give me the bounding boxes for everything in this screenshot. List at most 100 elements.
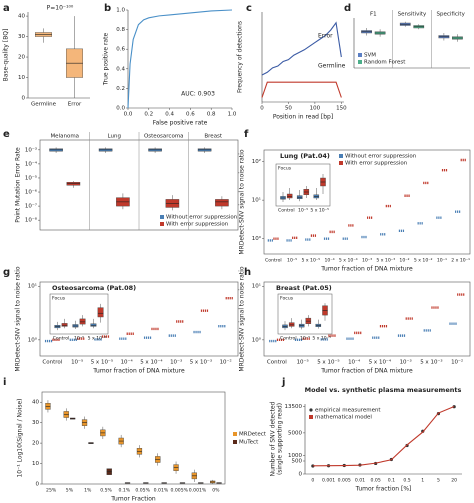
category-header: Lung [108, 134, 121, 140]
y-tick-label: 10⁰ [252, 235, 262, 242]
panel-label: i [3, 377, 6, 388]
x-tick-label: 0.8 [207, 112, 216, 118]
x-tick-label: 0.001 [322, 478, 335, 484]
y-tick-label: 0 [299, 472, 303, 478]
x-tick-label: 10⁻² [451, 359, 463, 366]
category-header: Breast [204, 134, 223, 140]
x-axis-label: Position in read [bp] [273, 114, 333, 121]
y-axis-label: Base-quality [BQ] [3, 29, 10, 82]
legend-label: empirical measurement [315, 408, 381, 414]
y-tick-label: 40 [18, 14, 25, 20]
y-tick-label: 500 [292, 459, 303, 465]
inset-title: Focus [278, 166, 292, 172]
y-axis-label: MRDetect-SNV signal to noise ratio [239, 149, 246, 254]
x-tick-label: 10⁻⁴ [348, 359, 361, 366]
legend-swatch [160, 222, 164, 226]
y-tick-label: 10⁰ [252, 336, 262, 343]
panel-label: d [344, 3, 351, 14]
x-tick-label: 10⁻⁵ [297, 359, 309, 366]
box [79, 318, 86, 325]
plot-frame [41, 391, 226, 485]
x-tick-label: 0.005 [338, 478, 351, 484]
y-tick-label: 30 [32, 420, 39, 426]
legend-swatch [339, 154, 343, 158]
legend-swatch [339, 161, 343, 165]
x-tick-label: 5 x 10⁻⁵ [91, 359, 113, 366]
x-tick-label: 0.001% [189, 488, 207, 494]
plot-frame [39, 281, 239, 357]
y-tick-label: 10⁻⁸ [25, 217, 38, 224]
y-tick-label: 10⁰ [28, 336, 38, 343]
x-tick-label: 5% [66, 488, 74, 494]
panel-label: e [3, 129, 10, 140]
x-tick-label: 0.2 [144, 112, 153, 118]
y-tick-label: 1000 [288, 453, 302, 459]
x-tick-label: 5 x 10⁻² [414, 258, 433, 264]
legend-label: MRDetect [239, 432, 267, 438]
y-tick-label: 0.2 [116, 86, 125, 92]
x-tick-label: 10⁻¹ [437, 258, 447, 264]
inset-tick-label: 5 x 10⁻⁵ [88, 336, 107, 342]
category-header: Sensitivity [398, 12, 427, 18]
y-tick-label: 20 [32, 441, 39, 447]
y-axis-label: 10⁻¹ Log10(Signal / Noise) [17, 398, 24, 477]
x-tick-label: Control [265, 258, 282, 264]
box [61, 323, 68, 327]
x-tick-label: 10⁻³ [362, 258, 372, 264]
x-tick-label: 1.0 [228, 112, 237, 118]
x-axis-label: Tumor Fraction [110, 496, 156, 503]
x-axis-label: Tumor fraction of DNA mixture [320, 368, 413, 375]
inset-title: Focus [280, 296, 294, 302]
y-tick-label: 10 [18, 75, 25, 81]
panel-label: f [244, 129, 249, 140]
point [311, 464, 315, 468]
inset-tick-label: 10⁻⁵ [298, 208, 308, 214]
x-tick-label: 5 x 10⁻⁴ [339, 258, 358, 264]
y-tick-label: 10⁻⁶ [25, 189, 38, 196]
x-tick-label: 0.0 [124, 112, 133, 118]
y-axis-label: Frequency of detections [237, 21, 244, 93]
inset-tick-label: 10⁻⁵ [300, 336, 310, 342]
y-tick-label: 0.8 [116, 27, 125, 33]
y-tick-label: 10⁻³ [25, 146, 37, 153]
x-tick-label: 0.05 [371, 478, 381, 484]
y-tick-label: 10⁻⁷ [25, 203, 37, 210]
x-tick-label: 10⁻³ [400, 359, 412, 366]
panel-label: h [244, 267, 251, 278]
y-tick-label: 10¹ [28, 283, 37, 290]
x-tick-label: 0.4 [165, 112, 174, 118]
panel-label: j [281, 377, 285, 388]
x-tick-label: 10⁻⁴ [324, 258, 334, 264]
x-tick-label: 0.1 [388, 478, 395, 484]
legend-label: SVM [364, 53, 376, 59]
x-tick-label: 10⁻² [399, 258, 409, 264]
inset-title: Focus [52, 296, 66, 302]
y-tick-label: 13500 [285, 404, 303, 410]
annotation: AUC: 0.903 [181, 91, 215, 98]
y-axis-label: True positive rate [103, 33, 110, 87]
x-tick-label: 150 [336, 106, 347, 112]
x-tick-label: 10⁻⁵ [287, 258, 297, 264]
legend-swatch [309, 408, 313, 412]
line [127, 9, 233, 109]
chart-title: Osteosarcoma (Pat.08) [52, 284, 136, 292]
x-tick-label: 50 [285, 106, 292, 112]
legend-label: Without error suppression [166, 215, 238, 221]
x-tick-label: 5 x 10⁻⁴ [369, 359, 392, 366]
x-tick-label: Error [68, 102, 82, 108]
x-tick-label: 0.6 [186, 112, 195, 118]
box [97, 307, 104, 318]
x-tick-label: 0.01% [154, 488, 169, 494]
x-tick-label: 5 [437, 478, 440, 484]
x-axis-label: Tumor fraction of DNA mixture [92, 368, 185, 375]
legend-swatch [309, 415, 313, 419]
y-tick-label: 10⁻⁴ [25, 160, 38, 167]
line [261, 21, 342, 76]
y-axis-label: (single supporting read) [277, 403, 284, 475]
legend-label: MuTect [239, 440, 259, 446]
box [215, 199, 229, 207]
panel-label: c [246, 3, 252, 14]
panel-label: a [3, 3, 10, 14]
x-tick-label: 5 x 10⁻³ [190, 359, 212, 366]
